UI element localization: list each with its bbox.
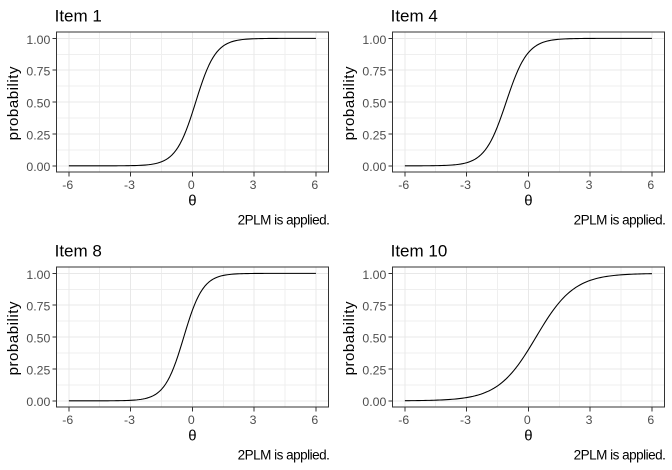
- svg-text:0.50: 0.50: [26, 97, 50, 111]
- svg-text:-3: -3: [124, 178, 135, 192]
- svg-text:0.00: 0.00: [362, 395, 386, 409]
- svg-text:θ: θ: [524, 428, 532, 445]
- svg-text:Item 4: Item 4: [391, 6, 438, 25]
- svg-text:-3: -3: [124, 413, 135, 427]
- svg-text:0.00: 0.00: [26, 395, 50, 409]
- svg-text:2PLM is applied.: 2PLM is applied.: [238, 447, 330, 462]
- svg-text:-3: -3: [460, 413, 471, 427]
- svg-text:probability: probability: [5, 301, 22, 375]
- svg-text:0.50: 0.50: [26, 332, 50, 346]
- svg-text:2PLM is applied.: 2PLM is applied.: [238, 212, 330, 227]
- svg-text:probability: probability: [341, 66, 358, 140]
- svg-text:θ: θ: [188, 428, 196, 445]
- svg-text:6: 6: [647, 413, 654, 427]
- svg-text:-6: -6: [398, 413, 409, 427]
- svg-text:0.25: 0.25: [362, 363, 386, 377]
- svg-text:0: 0: [524, 178, 531, 192]
- svg-text:0.50: 0.50: [362, 97, 386, 111]
- svg-text:-6: -6: [398, 178, 409, 192]
- svg-text:0.25: 0.25: [26, 363, 50, 377]
- svg-text:1.00: 1.00: [26, 268, 50, 282]
- svg-text:0.75: 0.75: [26, 65, 50, 79]
- svg-text:0.75: 0.75: [362, 65, 386, 79]
- svg-text:0: 0: [188, 178, 195, 192]
- svg-text:1.00: 1.00: [26, 33, 50, 47]
- svg-text:3: 3: [586, 178, 593, 192]
- svg-text:1.00: 1.00: [362, 33, 386, 47]
- svg-text:2PLM is applied.: 2PLM is applied.: [574, 447, 666, 462]
- svg-text:0.00: 0.00: [362, 160, 386, 174]
- svg-text:0: 0: [188, 413, 195, 427]
- svg-text:6: 6: [311, 178, 318, 192]
- svg-text:0.75: 0.75: [26, 300, 50, 314]
- svg-text:1.00: 1.00: [362, 268, 386, 282]
- svg-text:probability: probability: [5, 66, 22, 140]
- svg-text:0.25: 0.25: [26, 128, 50, 142]
- svg-text:6: 6: [311, 413, 318, 427]
- svg-text:-6: -6: [62, 178, 73, 192]
- svg-text:Item 10: Item 10: [391, 241, 448, 260]
- svg-text:3: 3: [586, 413, 593, 427]
- svg-text:Item 8: Item 8: [55, 241, 102, 260]
- svg-text:-3: -3: [460, 178, 471, 192]
- svg-text:θ: θ: [188, 193, 196, 210]
- svg-text:2PLM is applied.: 2PLM is applied.: [574, 212, 666, 227]
- svg-text:3: 3: [250, 178, 257, 192]
- svg-text:6: 6: [647, 178, 654, 192]
- svg-text:0.75: 0.75: [362, 300, 386, 314]
- svg-text:Item 1: Item 1: [55, 6, 102, 25]
- svg-text:θ: θ: [524, 193, 532, 210]
- svg-text:0.25: 0.25: [362, 128, 386, 142]
- svg-text:3: 3: [250, 413, 257, 427]
- svg-text:0.00: 0.00: [26, 160, 50, 174]
- svg-text:-6: -6: [62, 413, 73, 427]
- svg-text:probability: probability: [341, 301, 358, 375]
- svg-text:0.50: 0.50: [362, 332, 386, 346]
- svg-text:0: 0: [524, 413, 531, 427]
